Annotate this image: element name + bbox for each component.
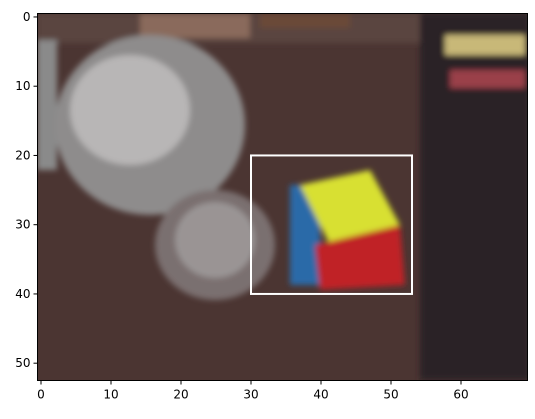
x-tick-label: 40 <box>313 388 328 402</box>
y-tick-label: 50 <box>15 356 30 370</box>
x-tick-label: 60 <box>453 388 468 402</box>
y-tick-label: 10 <box>15 79 30 93</box>
y-tick-label: 30 <box>15 218 30 232</box>
y-tick-label: 0 <box>23 10 31 24</box>
photo <box>37 13 528 381</box>
bounding-box <box>250 154 413 295</box>
x-tick-label: 10 <box>103 388 118 402</box>
x-tick-label: 0 <box>37 388 45 402</box>
x-tick-label: 30 <box>243 388 258 402</box>
x-tick-label: 20 <box>173 388 188 402</box>
axes-frame <box>37 13 528 381</box>
y-tick-label: 20 <box>15 148 30 162</box>
y-tick-label: 40 <box>15 287 30 301</box>
x-tick-label: 50 <box>383 388 398 402</box>
